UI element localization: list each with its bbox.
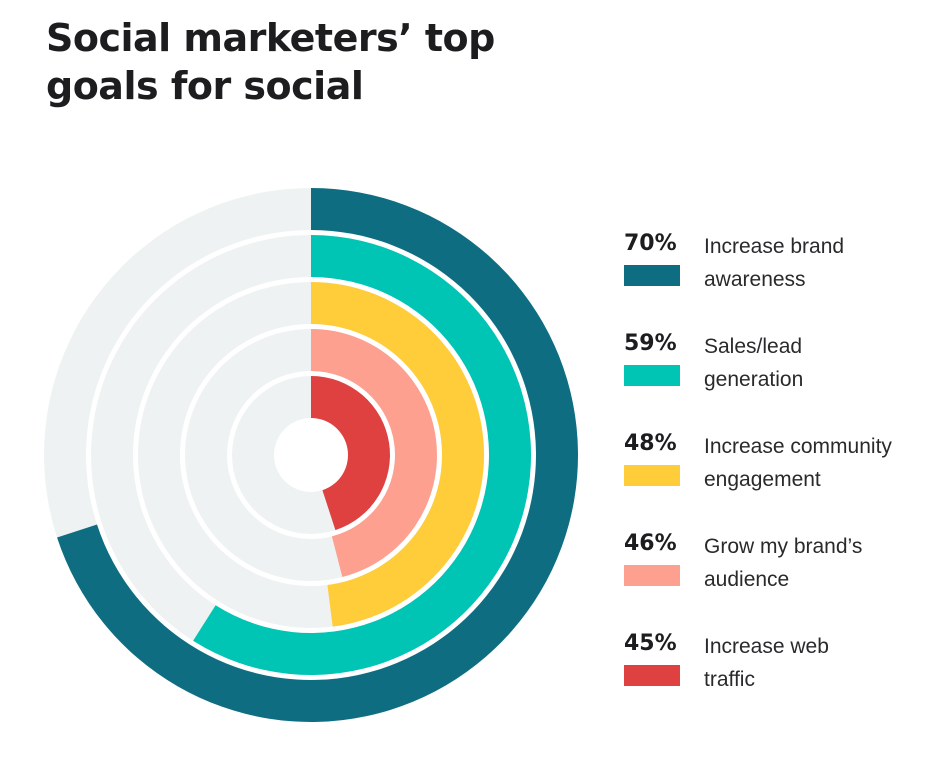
ring-bar [311, 376, 390, 531]
ring-bar [193, 235, 532, 675]
legend-label: Increase brand awareness [704, 235, 845, 291]
legend-value: 59% [624, 331, 677, 356]
legend-value: 70% [624, 231, 677, 256]
legend-swatch [624, 265, 680, 286]
legend-value: 46% [624, 531, 677, 556]
legend-label: Sales/lead generation [704, 335, 804, 391]
page-title: Social marketers’ top goals for social [46, 16, 495, 108]
legend-item: 59% Sales/lead generation [624, 328, 934, 408]
legend-item: 46% Grow my brand’s audience [624, 528, 934, 608]
legend-swatch [624, 565, 680, 586]
legend-label: Increase web traffic [704, 635, 829, 691]
legend-label: Grow my brand’s audience [704, 535, 863, 591]
legend-swatch [624, 365, 680, 386]
legend-item: 48% Increase community engagement [624, 428, 934, 508]
ring-bar [311, 329, 437, 578]
legend-label: Increase community engagement [704, 435, 892, 491]
legend-value: 45% [624, 631, 677, 656]
radial-bar-chart [44, 188, 579, 722]
legend-item: 70% Increase brand awareness [624, 228, 934, 308]
legend-item: 45% Increase web traffic [624, 628, 934, 708]
legend-swatch [624, 665, 680, 686]
legend-value: 48% [624, 431, 677, 456]
ring-bar [311, 282, 485, 627]
legend-swatch [624, 465, 680, 486]
